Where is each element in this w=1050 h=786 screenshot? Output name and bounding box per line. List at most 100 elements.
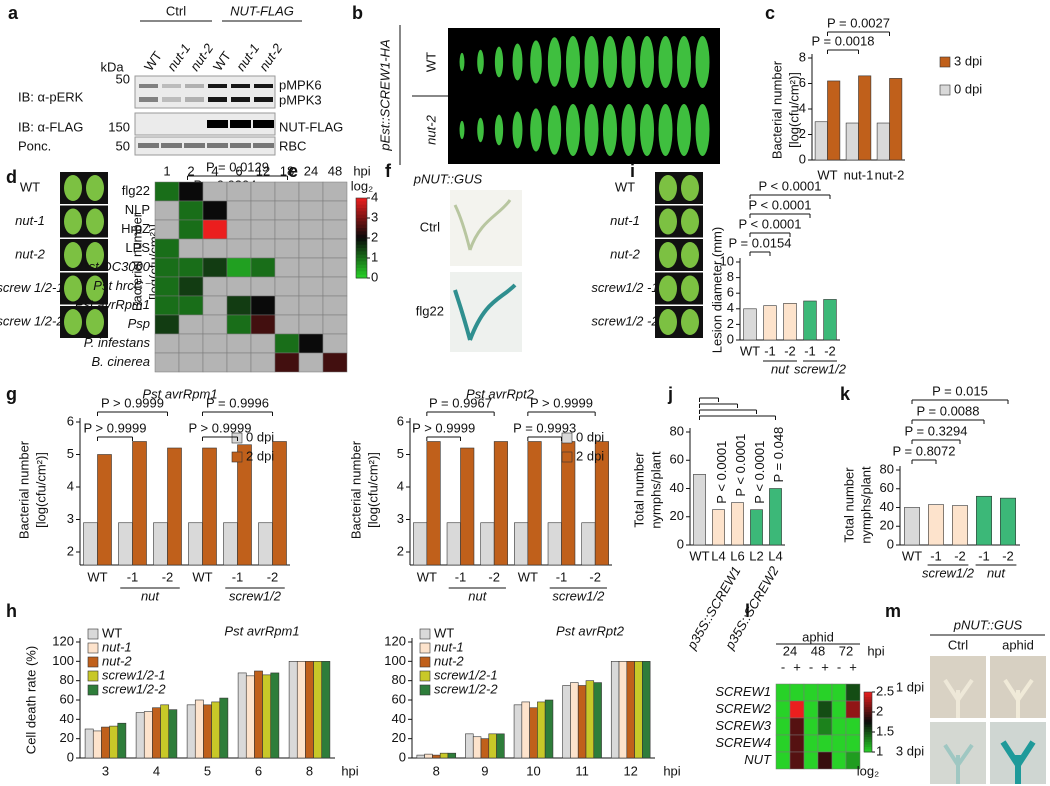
heatmap-cell <box>789 700 805 719</box>
leaf <box>681 242 699 268</box>
bar <box>952 505 968 546</box>
panel-letter: f <box>385 161 392 181</box>
y-axis-label: Total number <box>631 452 646 528</box>
bar <box>876 122 890 161</box>
legend-swatch <box>419 670 431 682</box>
heatmap-cell <box>202 333 228 354</box>
colorbar-step <box>356 204 367 209</box>
bar <box>634 661 643 759</box>
leaf <box>64 275 82 302</box>
legend-label: screw1/2-1 <box>102 667 166 682</box>
row-label: nut-1 <box>15 213 45 228</box>
leaf <box>658 36 673 88</box>
leaf <box>512 43 523 81</box>
p-value: P > 0.9999 <box>101 395 164 410</box>
y-tick-label: 0 <box>727 331 734 346</box>
heatmap-cell <box>202 276 228 297</box>
heatmap-cell <box>154 352 180 373</box>
y-tick-label: 8 <box>799 49 806 64</box>
bar <box>521 701 530 759</box>
x-tick-label: 8 <box>306 763 313 778</box>
row-label: nut-2 <box>15 246 45 261</box>
lane-label: nut-2 <box>256 40 286 74</box>
p-value: P = 0.9967 <box>429 395 492 410</box>
x-tick-label: WT <box>518 569 538 584</box>
heatmap-cell <box>845 683 861 702</box>
y-tick-label: 0 <box>887 536 894 551</box>
leaf <box>494 114 504 146</box>
row-label: SCREW2 <box>715 701 771 716</box>
heatmap-cell <box>154 219 180 240</box>
y-axis-label: Bacterial number <box>16 440 31 539</box>
y-tick-label: 20 <box>392 730 406 745</box>
bar <box>101 726 110 759</box>
y-axis-label: Total number <box>841 467 856 543</box>
stem <box>1003 678 1034 718</box>
bar <box>168 709 178 759</box>
leaf <box>695 104 710 156</box>
legend-label: 2 dpi <box>576 448 604 463</box>
row-label: Pst hrcC⁻ <box>93 278 151 293</box>
bar <box>160 704 170 759</box>
legend-swatch <box>939 56 951 68</box>
leaf <box>621 104 636 156</box>
heatmap-cell <box>154 257 180 278</box>
colorbar-step <box>864 707 872 710</box>
heatmap-cell <box>803 751 819 770</box>
legend-label: 0 dpi <box>246 429 274 444</box>
colorbar-step <box>356 261 367 266</box>
unit-label: kDa <box>100 59 124 74</box>
bar <box>814 121 828 161</box>
y-tick-label: 20 <box>670 508 684 523</box>
y-axis-label: Bacterial number <box>769 60 784 159</box>
column-label: - <box>781 659 785 674</box>
bar <box>581 522 596 566</box>
leaf <box>86 175 104 201</box>
legend-swatch <box>419 656 431 668</box>
heatmap-cell <box>274 314 300 335</box>
colorbar-step <box>864 702 872 705</box>
heatmap-cell <box>298 219 324 240</box>
band <box>231 84 250 88</box>
heatmap-cell <box>775 717 791 736</box>
leaf <box>659 275 677 302</box>
panel-letter: l <box>745 601 750 621</box>
leaf <box>530 40 542 84</box>
row-label: Pst DC3000 <box>80 259 151 274</box>
heatmap-cell <box>789 751 805 770</box>
x-tick-label: -2 <box>1002 548 1014 563</box>
heatmap-cell <box>775 683 791 702</box>
bar <box>416 754 425 759</box>
band <box>253 120 274 128</box>
bar <box>693 474 706 546</box>
band <box>208 84 227 88</box>
leaf <box>86 309 104 335</box>
x-tick-label: -1 <box>455 569 467 584</box>
heatmap-cell <box>322 200 348 221</box>
bar <box>296 661 306 759</box>
colorbar-step <box>356 274 367 279</box>
band <box>230 143 251 148</box>
bar <box>783 303 797 341</box>
bar <box>219 697 229 759</box>
panel-letter: b <box>352 3 363 23</box>
x-unit: hpi <box>867 643 884 658</box>
bar <box>223 522 238 566</box>
bar <box>845 122 859 161</box>
heatmap-cell <box>226 276 252 297</box>
y-tick-label: 8 <box>727 269 734 284</box>
bar <box>593 682 602 759</box>
bar <box>188 522 203 566</box>
column-label: + <box>793 659 801 674</box>
heatmap-cell <box>817 683 833 702</box>
panel-letter: h <box>6 601 17 621</box>
y-tick-label: 4 <box>727 300 734 315</box>
p-value: P = 0.0088 <box>916 403 979 418</box>
x-tick-label: 4 <box>153 763 160 778</box>
y-tick-label: 40 <box>60 711 74 726</box>
group-label: screw1/2 <box>794 361 847 376</box>
y-tick-label: 2 <box>727 316 734 331</box>
bar <box>153 522 168 566</box>
bar <box>254 670 263 759</box>
band-label: RBC <box>279 138 306 153</box>
